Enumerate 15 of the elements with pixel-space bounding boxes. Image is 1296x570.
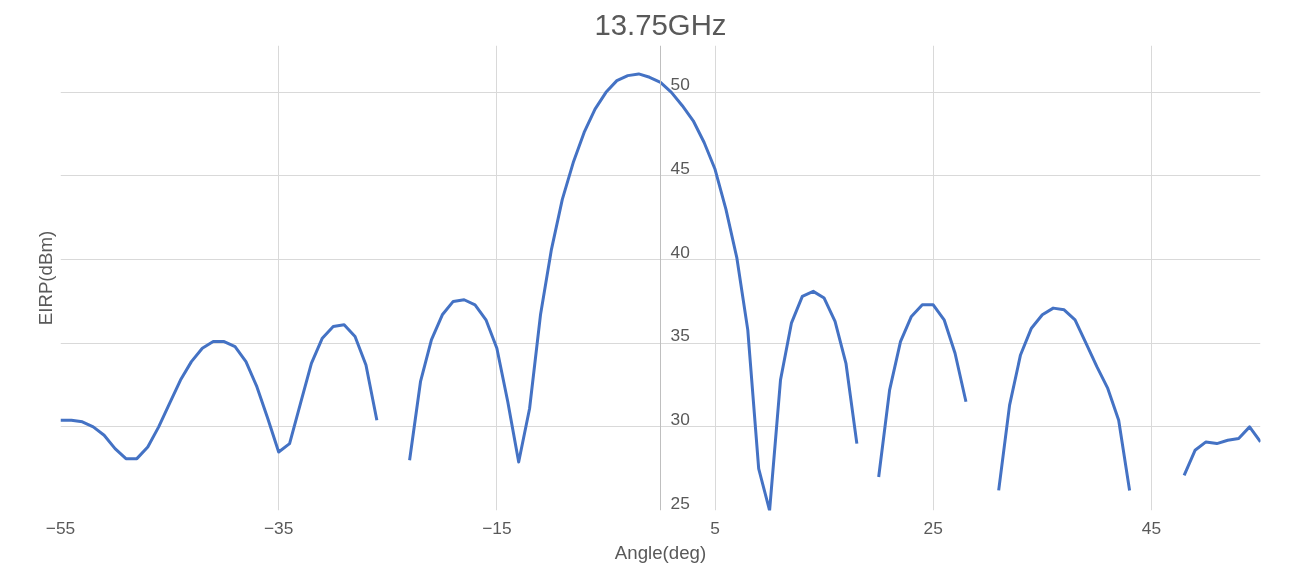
x-tick-label: −55 <box>45 517 76 538</box>
y-tick-label: 50 <box>670 74 690 95</box>
y-axis-title: EIRP(dBm) <box>34 230 56 326</box>
y-tick-label: 40 <box>670 241 690 262</box>
y-tick-label: 45 <box>670 157 690 178</box>
x-tick-label: 25 <box>923 517 943 538</box>
y-tick-label: 25 <box>670 492 690 513</box>
x-tick-label: −15 <box>482 517 512 538</box>
x-tick-label: 45 <box>1141 517 1162 538</box>
chart-title: 13.75GHz <box>594 7 727 41</box>
x-tick-label: 5 <box>710 517 720 538</box>
y-tick-label: 30 <box>670 408 690 429</box>
y-tick-label: 35 <box>670 325 690 346</box>
x-tick-label: −35 <box>263 517 294 538</box>
x-axis-title: Angle(deg) <box>614 541 707 563</box>
